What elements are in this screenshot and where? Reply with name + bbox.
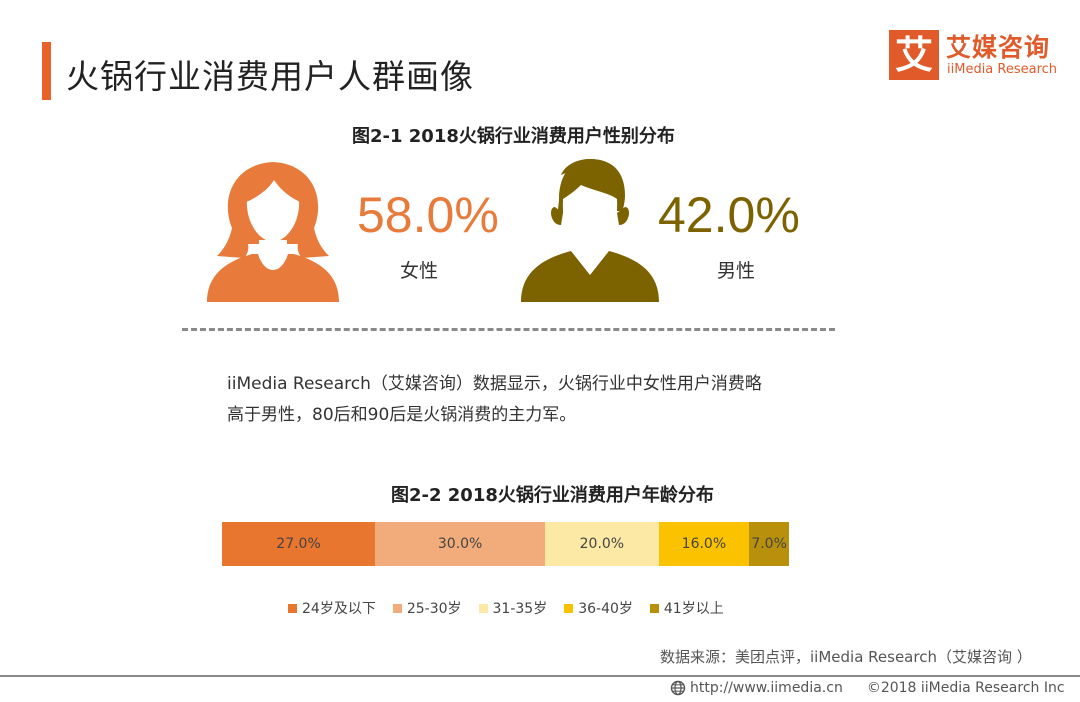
footer-copyright: ©2018 iiMedia Research Inc [866,680,1065,696]
legend-item: 36-40岁 [564,598,633,618]
age-bar-label: 20.0% [579,536,625,552]
legend-label: 31-35岁 [492,601,548,617]
logo-mark: 艾 [889,30,939,80]
legend-item: 24岁及以下 [288,598,376,618]
male-percent: 42.0% [658,187,800,243]
age-bar-label: 27.0% [276,536,321,552]
fig1-title: 图2-1 2018火锅行业消费用户性别分布 [352,126,675,147]
age-legend: 24岁及以下 25-30岁 31-35岁 36-40岁 41岁以上 [288,598,741,618]
age-bar-segment: 30.0% [375,522,546,566]
legend-swatch [649,603,659,613]
female-icon [207,162,339,302]
globe-icon [670,680,686,696]
legend-item: 31-35岁 [478,598,548,618]
legend-label: 25-30岁 [406,601,462,617]
legend-swatch [478,603,488,613]
title-accent-bar [42,42,51,100]
page-title: 火锅行业消费用户人群画像 [66,57,474,96]
age-bar-segment: 7.0% [749,522,789,566]
age-bar-label: 7.0% [751,536,787,552]
age-bar-segment: 27.0% [222,522,376,566]
footer-url[interactable]: http://www.iimedia.cn [690,680,843,696]
legend-swatch [288,603,297,613]
description-line-1: iiMedia Research（艾媒咨询）数据显示，火锅行业中女性用户消费略 [227,374,762,394]
legend-label: 24岁及以下 [302,601,376,617]
legend-item: 25-30岁 [392,598,462,618]
data-source: 数据来源：美团点评，iiMedia Research（艾媒咨询 ） [660,648,1032,666]
fig2-title: 图2-2 2018火锅行业消费用户年龄分布 [391,485,714,506]
footer-divider [0,675,1080,677]
legend-swatch [564,603,574,613]
female-label: 女性 [400,260,439,282]
legend-item: 41岁以上 [649,598,724,618]
legend-label: 41岁以上 [663,601,724,617]
age-bar-label: 30.0% [437,536,483,552]
female-percent: 58.0% [357,187,499,243]
legend-label: 36-40岁 [578,601,633,617]
logo-name-cn: 艾媒咨询 [946,33,1051,62]
description-line-2: 高于男性，80后和90后是火锅消费的主力军。 [227,405,577,425]
section-divider [182,328,835,331]
description: iiMedia Research（艾媒咨询）数据显示，火锅行业中女性用户消费略 … [227,369,807,431]
logo-name-en: iiMedia Research [947,62,1058,77]
iimedia-logo: 艾 艾媒咨询 iiMedia Research [889,28,1059,84]
age-bar-segment: 20.0% [545,522,659,566]
footer: http://www.iimedia.cn ©2018 iiMedia Rese… [670,680,1065,696]
legend-swatch [392,603,402,613]
male-label: 男性 [717,260,756,282]
age-bar-label: 16.0% [681,536,727,552]
age-bar-segment: 16.0% [658,522,750,566]
age-stacked-bar: 27.0% 30.0% 20.0% 16.0% 7.0% [222,522,789,566]
male-icon [521,159,659,302]
